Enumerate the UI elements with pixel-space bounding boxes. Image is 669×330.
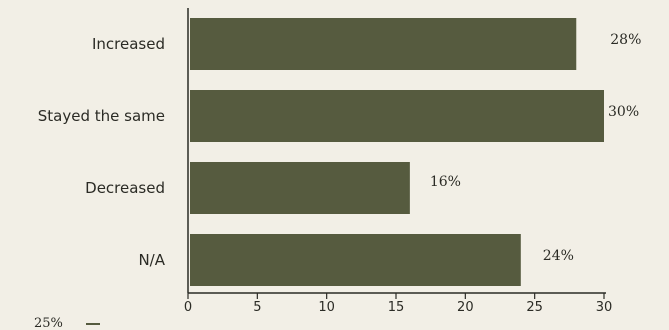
axis-layer: 0 5 10 15 20 25 30 <box>184 8 612 315</box>
x-tick-label: 5 <box>253 300 261 315</box>
cut-off-legend-text: 25% <box>34 316 63 330</box>
data-label: 28% <box>610 32 641 48</box>
x-tick-label: 25 <box>526 300 543 315</box>
bar <box>190 162 410 214</box>
category-label: N/A <box>138 251 165 269</box>
x-tick-label: 10 <box>318 300 335 315</box>
x-tick-label: 15 <box>388 300 405 315</box>
bar <box>190 90 604 142</box>
x-tick-label: 20 <box>457 300 474 315</box>
category-label: Increased <box>92 35 165 53</box>
data-label: 16% <box>430 174 461 190</box>
data-label: 30% <box>608 104 639 120</box>
category-label: Stayed the same <box>38 107 165 125</box>
labels-layer: Increased 28% Stayed the same 30% Decreased 1… <box>38 32 642 269</box>
bar <box>190 234 521 286</box>
bar <box>190 18 577 70</box>
x-tick-label: 30 <box>596 300 613 315</box>
data-label: 24% <box>543 248 574 264</box>
category-label: Decreased <box>85 179 165 197</box>
x-tick-label: 0 <box>184 300 192 315</box>
bars-layer <box>190 18 604 286</box>
